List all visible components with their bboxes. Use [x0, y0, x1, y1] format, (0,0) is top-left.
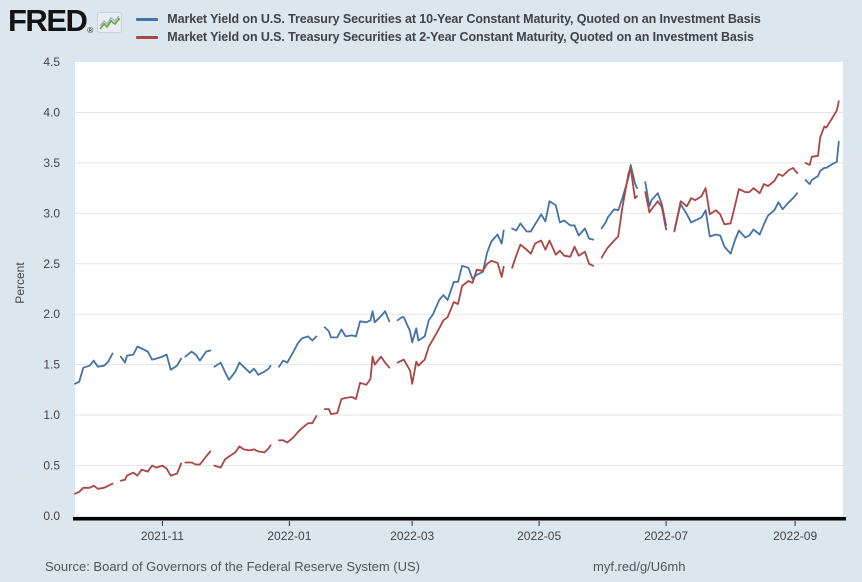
x-tick-label: 2022-05 — [517, 529, 561, 543]
chart-header: FRED ® Market Yield on U.S. Treasury Sec… — [8, 3, 761, 46]
y-tick-label: 1.5 — [43, 358, 60, 372]
short-url: myf.red/g/U6mh — [593, 559, 686, 574]
x-tick-label: 2022-07 — [644, 529, 688, 543]
y-tick-label: 0.5 — [43, 459, 60, 473]
x-tick-label: 2021-11 — [141, 529, 184, 543]
y-tick-label: 2.0 — [43, 307, 60, 321]
plot-area — [75, 62, 843, 516]
x-tick-label: 2022-03 — [390, 529, 434, 543]
sparkline-icon — [97, 12, 123, 33]
legend-label-2yr: Market Yield on U.S. Treasury Securities… — [167, 30, 754, 44]
fred-logo-text: FRED — [8, 3, 88, 38]
legend-label-10yr: Market Yield on U.S. Treasury Securities… — [167, 12, 761, 26]
y-axis-title: Percent — [13, 262, 27, 304]
registered-trademark: ® — [87, 26, 94, 35]
fred-logo[interactable]: FRED ® — [8, 3, 123, 38]
series-line-2yr — [74, 100, 840, 495]
y-tick-label: 0.0 — [43, 509, 60, 523]
y-tick-label: 4.5 — [43, 55, 60, 69]
series-line-10yr — [74, 140, 840, 385]
legend-dash-2yr — [136, 35, 159, 39]
y-tick-label: 4.0 — [43, 105, 60, 119]
y-tick-label: 1.0 — [43, 408, 60, 422]
x-tick-label: 2022-01 — [267, 529, 311, 543]
y-tick-label: 3.5 — [43, 156, 60, 170]
y-tick-label: 3.0 — [43, 206, 60, 220]
legend-dash-10yr — [136, 17, 159, 21]
x-axis-line — [73, 517, 846, 521]
legend-item-2yr[interactable]: Market Yield on U.S. Treasury Securities… — [136, 28, 760, 46]
legend-item-10yr[interactable]: Market Yield on U.S. Treasury Securities… — [136, 10, 761, 28]
source-attribution: Source: Board of Governors of the Federa… — [45, 559, 420, 574]
x-tick-label: 2022-09 — [773, 529, 817, 543]
chart-legend: Market Yield on U.S. Treasury Securities… — [136, 10, 761, 46]
y-tick-label: 2.5 — [43, 257, 60, 271]
